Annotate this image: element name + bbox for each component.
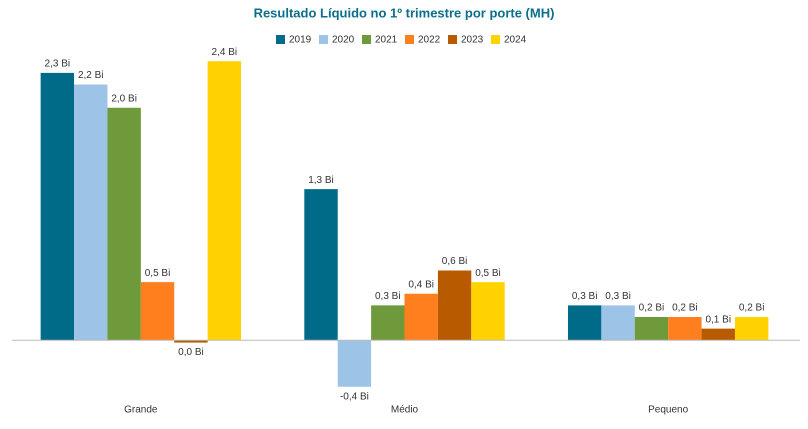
bar	[601, 305, 635, 341]
value-label: 0,4 Bi	[408, 279, 434, 290]
legend-label: 2019	[289, 35, 312, 46]
x-tick-label: Médio	[391, 405, 419, 416]
value-label: 0,3 Bi	[572, 291, 598, 302]
legend-swatch	[405, 35, 414, 44]
bar	[734, 317, 769, 341]
legend-label: 2024	[504, 35, 527, 46]
bar	[471, 282, 505, 341]
legend-label: 2020	[332, 35, 355, 46]
bar	[40, 72, 75, 341]
bar	[304, 189, 338, 341]
value-label: 0,2 Bi	[672, 303, 698, 314]
bar	[668, 317, 702, 341]
legend-swatch	[276, 35, 285, 44]
x-tick-label: Pequeno	[648, 405, 688, 416]
bar	[107, 107, 141, 341]
bar	[437, 270, 472, 341]
value-label: 2,4 Bi	[212, 47, 238, 58]
bar	[337, 340, 372, 387]
value-label: 0,1 Bi	[705, 314, 731, 325]
chart-title: Resultado Líquido no 1º trimestre por po…	[254, 5, 555, 20]
value-label: 2,2 Bi	[78, 70, 104, 81]
legend-label: 2021	[375, 35, 398, 46]
legend-swatch	[448, 35, 457, 44]
bar	[567, 305, 602, 341]
value-label: 0,3 Bi	[375, 291, 401, 302]
value-label: 1,3 Bi	[308, 175, 334, 186]
bar	[404, 293, 438, 341]
value-label: 0,0 Bi	[178, 347, 204, 358]
legend-label: 2023	[461, 35, 484, 46]
legend-swatch	[319, 35, 328, 44]
bar	[140, 282, 175, 341]
value-label: 0,2 Bi	[639, 303, 665, 314]
value-label: 0,2 Bi	[739, 303, 765, 314]
bar	[207, 61, 242, 341]
value-label: 0,3 Bi	[605, 291, 631, 302]
x-tick-label: Grande	[124, 405, 158, 416]
legend-swatch	[362, 35, 371, 44]
bar	[634, 317, 669, 341]
value-label: 0,5 Bi	[145, 268, 171, 279]
value-label: 2,3 Bi	[45, 59, 71, 70]
bar	[701, 328, 735, 341]
legend-swatch	[491, 35, 500, 44]
bar	[174, 340, 208, 343]
value-label: 0,5 Bi	[475, 268, 501, 279]
value-label: 0,6 Bi	[442, 256, 468, 267]
bar	[74, 84, 108, 341]
value-label: -0,4 Bi	[340, 391, 369, 402]
value-label: 2,0 Bi	[111, 93, 137, 104]
bar	[371, 305, 405, 341]
legend-label: 2022	[418, 35, 441, 46]
